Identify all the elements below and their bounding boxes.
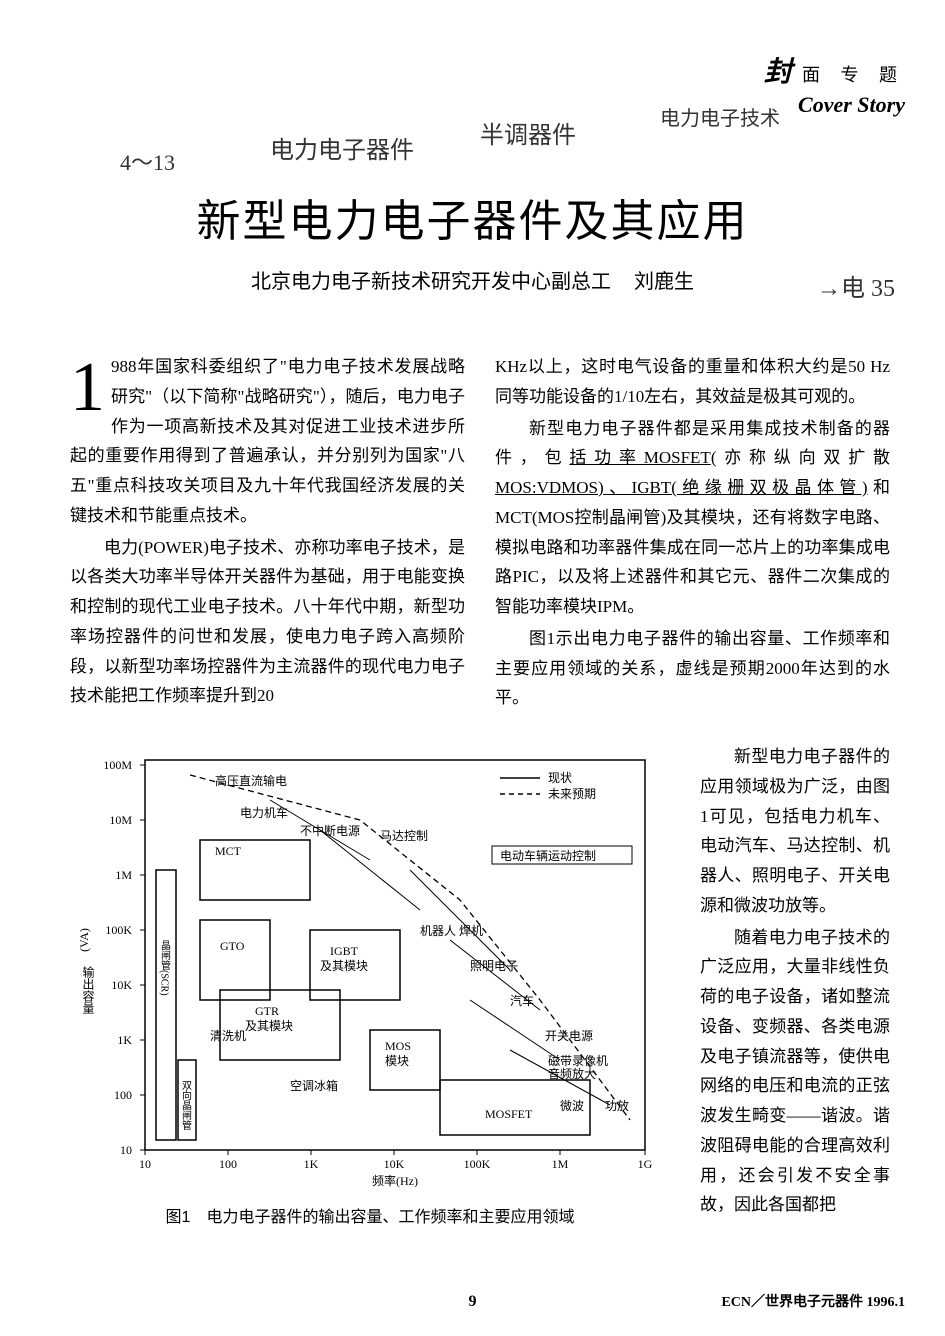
svg-text:1M: 1M [552,1157,569,1171]
svg-text:GTO: GTO [220,939,245,953]
figure-1-chart: 10 100 1K 10K 100K 1M 10M 100M 10 100 1K… [70,740,670,1190]
paragraph-1: 1 988年国家科委组织了"电力电子技术发展战略研究"（以下简称"战略研究"），… [70,352,465,531]
svg-text:未来预期: 未来预期 [548,787,596,801]
handwriting-1: 4～13 [120,145,175,177]
p4-underline-2: MOS:VDMOS)、IGBT(绝缘栅双极晶体管) [495,478,868,497]
svg-text:马达控制: 马达控制 [380,829,428,843]
p4c: 和MCT(MOS控制晶闸管)及其模块，还有将数字电路、模拟电路和功率器件集成在同… [495,478,890,616]
footer-publication: ECN／世界电子元器件 1996.1 [721,1291,905,1311]
svg-text:电力机车: 电力机车 [240,805,288,820]
figure-1-caption: 图1 电力电子器件的输出容量、工作频率和主要应用领域 [70,1203,670,1227]
svg-text:100: 100 [114,1088,132,1102]
svg-text:(VA): (VA) [77,928,91,952]
svg-text:模块: 模块 [385,1054,409,1068]
author-name: 刘鹿生 [634,271,694,293]
article-title: 新型电力电子器件及其应用 [0,185,945,249]
p1-text: 988年国家科委组织了"电力电子技术发展战略研究"（以下简称"战略研究"），随后… [70,357,465,525]
header-line1: 封 面 专 题 [625,50,905,90]
svg-text:音频放大: 音频放大 [548,1066,596,1081]
svg-text:1K: 1K [117,1033,132,1047]
svg-text:及其模块: 及其模块 [245,1019,293,1033]
svg-text:不中断电源: 不中断电源 [300,823,360,838]
svg-text:10K: 10K [111,978,132,992]
svg-text:MOSFET: MOSFET [485,1107,533,1121]
column-right: KHz以上，这时电气设备的重量和体积大约是50 Hz同等功能设备的1/10左右，… [495,350,890,713]
handwriting-3: 半调器件 [480,115,576,150]
svg-text:磁带录像机: 磁带录像机 [548,1053,608,1068]
svg-text:10K: 10K [384,1157,405,1171]
side-column: 新型电力电子器件的应用领域极为广泛，由图1可见，包括电力机车、电动汽车、马达控制… [700,740,890,1220]
dropcap: 1 [70,358,105,418]
svg-text:GTR: GTR [255,1004,279,1018]
svg-text:MCT: MCT [215,844,242,858]
svg-text:1M: 1M [115,868,132,882]
svg-text:100M: 100M [103,758,132,772]
svg-text:照明电子: 照明电子 [470,959,518,973]
header-subtitle: 面 专 题 [802,65,905,85]
column-left: 1 988年国家科委组织了"电力电子技术发展战略研究"（以下简称"战略研究"），… [70,350,465,713]
header-calligraphy: 封 [764,57,792,88]
svg-text:10: 10 [139,1157,151,1171]
author-affiliation: 北京电力电子新技术研究开发中心副总工 [251,271,611,293]
svg-text:输出容量: 输出容量 [81,965,95,1014]
paragraph-5: 图1示出电力电子器件的输出容量、工作频率和主要应用领域的关系，虚线是预期2000… [495,624,890,713]
paragraph-3: KHz以上，这时电气设备的重量和体积大约是50 Hz同等功能设备的1/10左右，… [495,352,890,412]
svg-text:100: 100 [219,1157,237,1171]
svg-text:100K: 100K [105,923,132,937]
svg-text:频率(Hz): 频率(Hz) [372,1173,418,1188]
paragraph-4: 新型电力电子器件都是采用集成技术制备的器件，包括功率MOSFET(亦称纵向双扩散… [495,414,890,622]
svg-text:电动车辆运动控制: 电动车辆运动控制 [500,848,596,863]
side-paragraph-2: 随着电力电子技术的广泛应用，大量非线性负荷的电子设备，诸如整流设备、变频器、各类… [700,923,890,1221]
svg-text:功放: 功放 [605,1098,629,1113]
body-columns: 1 988年国家科委组织了"电力电子技术发展战略研究"（以下简称"战略研究"），… [70,350,890,713]
svg-text:1G: 1G [638,1157,653,1171]
svg-text:现状: 现状 [548,771,572,785]
svg-text:开关电源: 开关电源 [545,1029,593,1043]
svg-text:高压直流输电: 高压直流输电 [215,773,287,788]
svg-text:空调冰箱: 空调冰箱 [290,1078,338,1093]
svg-text:MOS: MOS [385,1039,411,1053]
svg-text:晶闸管(SCR): 晶闸管(SCR) [159,940,171,996]
svg-text:清洗机: 清洗机 [210,1029,246,1043]
p4-underline-1: 括功率MOSFET [569,448,710,467]
side-paragraph-1: 新型电力电子器件的应用领域极为广泛，由图1可见，包括电力机车、电动汽车、马达控制… [700,742,890,921]
handwriting-4: 电力电子技术 [660,102,780,131]
svg-text:IGBT: IGBT [330,944,359,958]
svg-text:汽车: 汽车 [510,993,534,1008]
p4b: (亦称纵向双扩散 [711,448,890,467]
paragraph-2: 电力(POWER)电子技术、亦称功率电子技术，是以各类大功率半导体开关器件为基础… [70,533,465,712]
svg-text:1K: 1K [304,1157,319,1171]
handwriting-2: 电力电子器件 [270,130,414,165]
svg-text:微波: 微波 [560,1099,584,1113]
svg-text:10M: 10M [109,813,132,827]
svg-text:100K: 100K [464,1157,491,1171]
svg-text:机器人 焊机: 机器人 焊机 [420,923,483,938]
author-line: 北京电力电子新技术研究开发中心副总工 刘鹿生 [0,265,945,294]
figure-1: 10 100 1K 10K 100K 1M 10M 100M 10 100 1K… [70,740,670,1227]
svg-text:10: 10 [120,1143,132,1157]
svg-text:及其模块: 及其模块 [320,959,368,973]
svg-text:双向晶闸管: 双向晶闸管 [180,1080,192,1131]
